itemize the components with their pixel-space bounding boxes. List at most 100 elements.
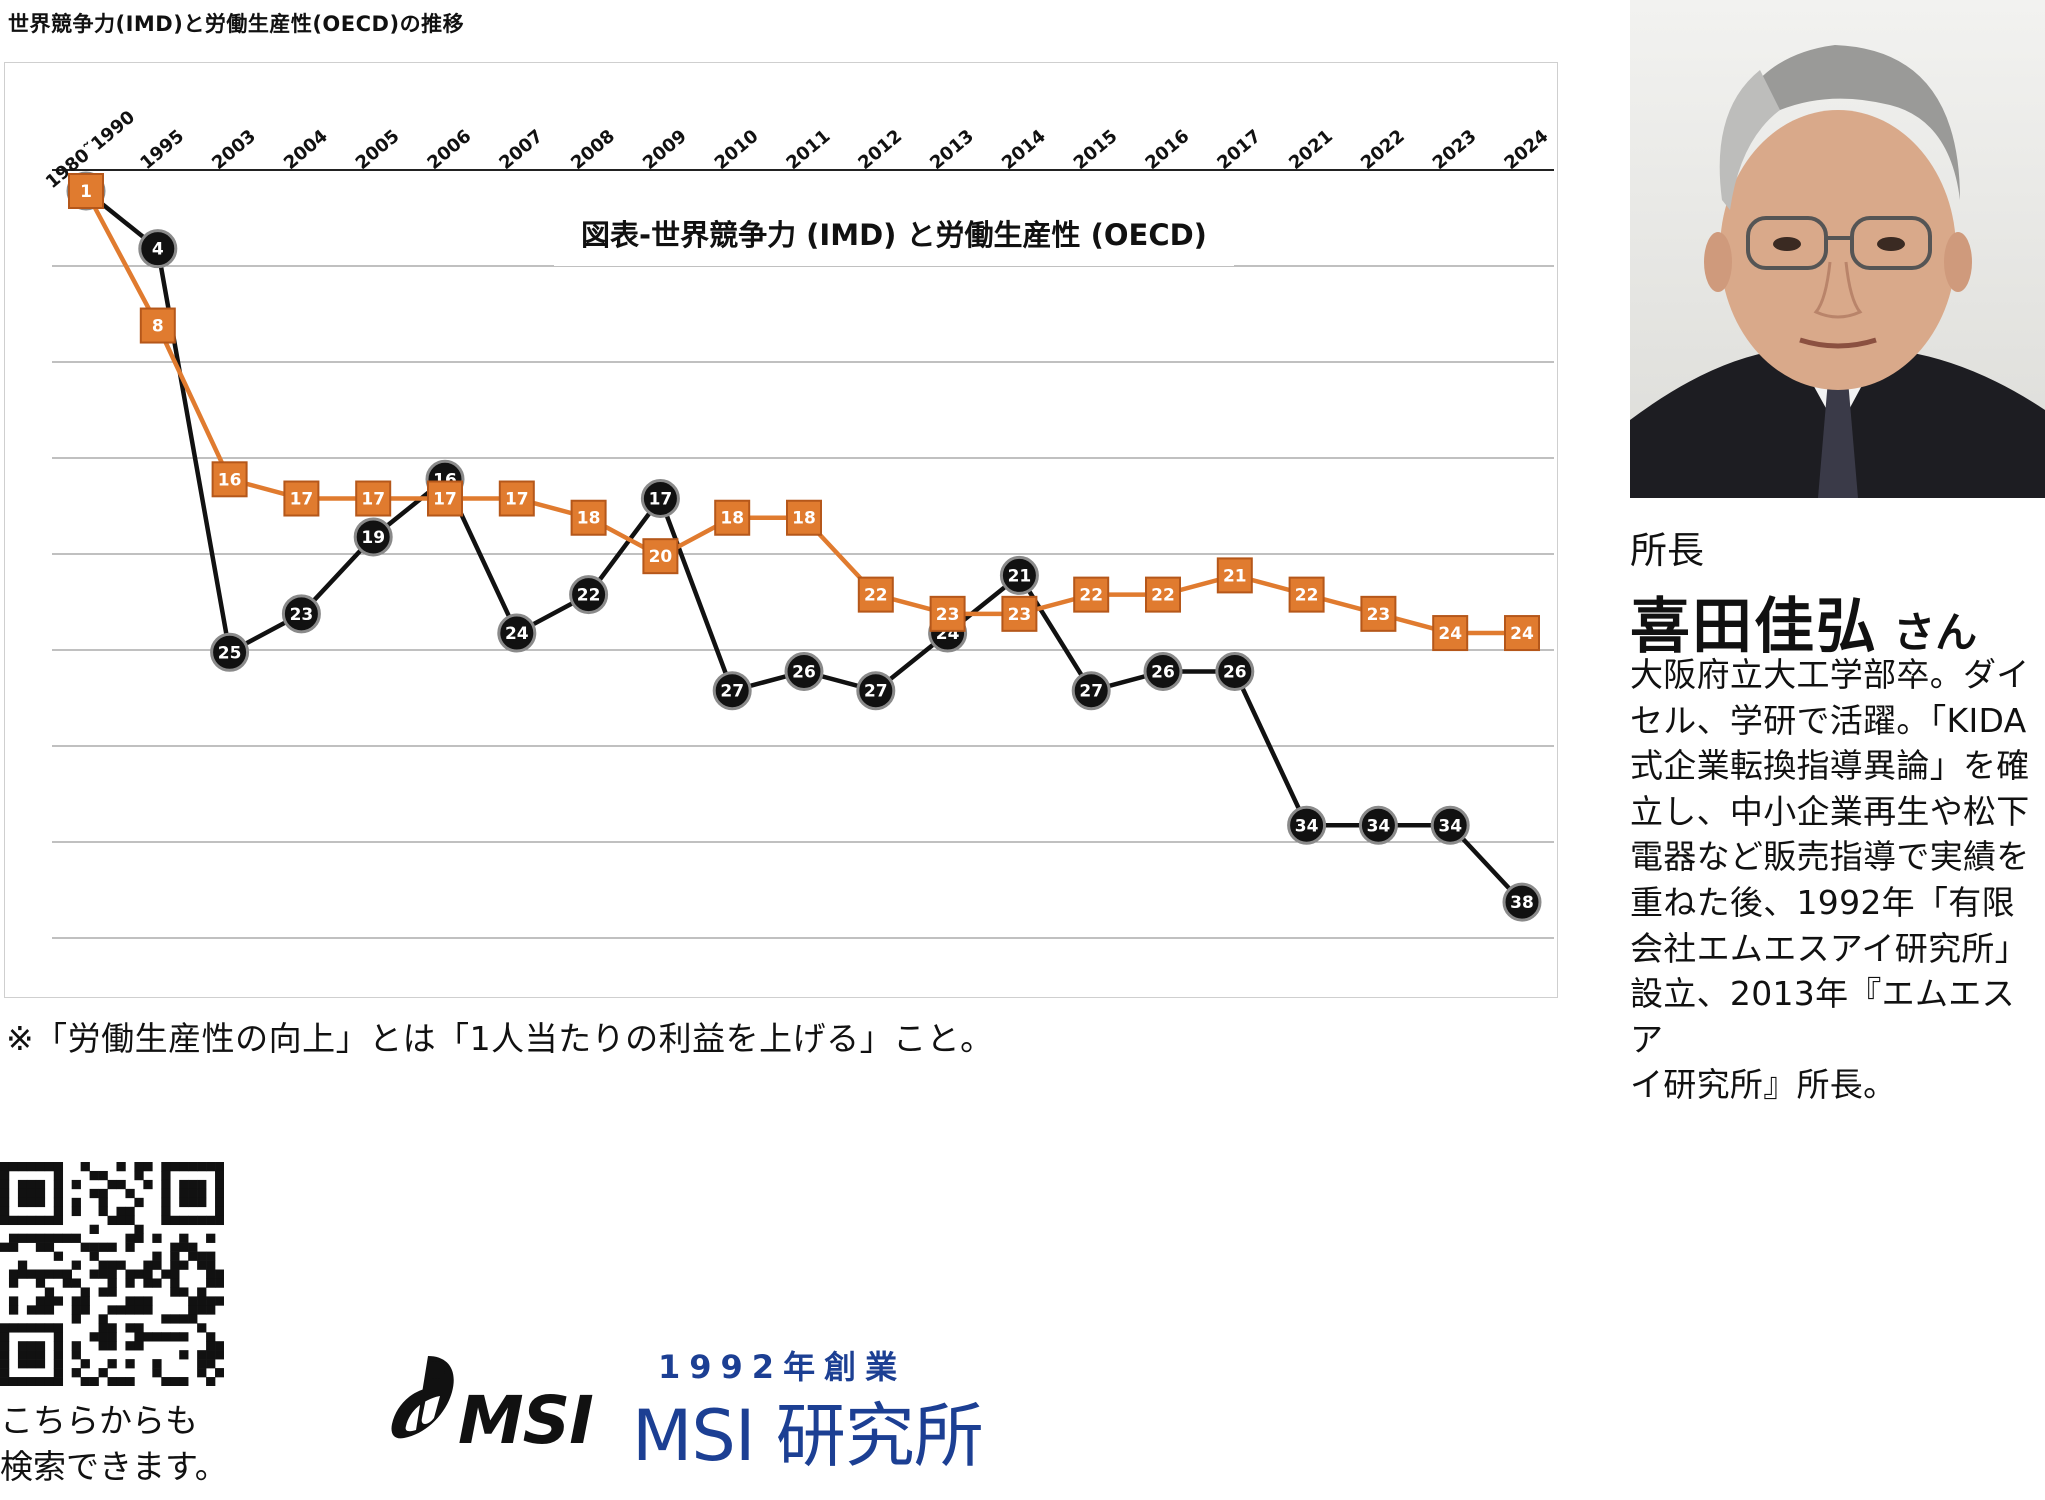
qr-module (179, 1162, 189, 1172)
qr-module (17, 1341, 28, 1351)
qr-module (134, 1197, 144, 1208)
qr-module (116, 1162, 126, 1172)
qr-module (107, 1323, 117, 1333)
data-point (1215, 652, 1255, 691)
qr-module (125, 1278, 135, 1288)
qr-module (17, 1323, 28, 1333)
qr-module (206, 1377, 216, 1386)
qr-module (188, 1305, 198, 1315)
x-tick-label: 2015 (1070, 126, 1122, 174)
data-label: 22 (1079, 586, 1103, 606)
qr-module (161, 1197, 171, 1208)
qr-module (197, 1188, 207, 1199)
data-label: 22 (864, 586, 888, 606)
qr-module (161, 1332, 171, 1342)
data-point (498, 480, 535, 517)
qr-module (116, 1215, 126, 1226)
qr-module (107, 1179, 117, 1190)
qr-module (170, 1260, 180, 1270)
qr-module (179, 1377, 189, 1386)
qr-module (17, 1359, 28, 1369)
bio-line: 会社エムエスアイ研究所」 (1630, 928, 2028, 968)
qr-module (26, 1305, 37, 1315)
qr-module (71, 1350, 81, 1360)
qr-module (161, 1170, 171, 1181)
qr-module (107, 1215, 117, 1226)
qr-module (215, 1197, 224, 1208)
qr-module (17, 1377, 28, 1386)
qr-module (80, 1242, 90, 1252)
qr-module (71, 1260, 81, 1270)
qr-module (53, 1206, 64, 1217)
qr-module (188, 1314, 198, 1324)
data-point (714, 499, 751, 536)
qr-caption-line: こちらからも (0, 1401, 198, 1440)
data-label: 21 (1008, 566, 1032, 586)
qr-module (0, 1215, 10, 1226)
qr-module (197, 1179, 207, 1190)
qr-module (98, 1314, 108, 1324)
bio-line: 設立、2013年『エムエスア (1630, 974, 2015, 1059)
qr-module (161, 1269, 171, 1279)
x-tick-label: 2005 (352, 126, 404, 174)
qr-module (107, 1278, 117, 1288)
qr-module (26, 1233, 37, 1243)
qr-module (134, 1233, 144, 1243)
profile-bio: 大阪府立大工学部卒。ダイ セル、学研で活躍。「KIDA 式企業転換指導異論」を確… (1630, 652, 2045, 1108)
data-label: 38 (1510, 893, 1534, 913)
bio-line: 大阪府立大工学部卒。ダイ (1630, 655, 2030, 694)
qr-module (53, 1251, 64, 1261)
qr-module (71, 1341, 81, 1351)
data-label: 24 (1510, 624, 1534, 644)
qr-module (71, 1296, 81, 1306)
qr-module (62, 1278, 72, 1288)
qr-module (53, 1341, 64, 1351)
qr-module (71, 1278, 81, 1288)
qr-module (98, 1206, 108, 1217)
qr-module (143, 1260, 153, 1270)
data-label: 16 (218, 470, 242, 490)
qr-module (125, 1359, 135, 1369)
qr-module (143, 1162, 153, 1172)
data-point (353, 517, 393, 557)
qr-module (35, 1233, 46, 1243)
qr-module (170, 1269, 180, 1279)
qr-module (0, 1350, 10, 1360)
qr-module (26, 1323, 37, 1333)
x-tick-label: 2014 (998, 126, 1050, 174)
qr-module (98, 1341, 108, 1351)
qr-module (35, 1296, 46, 1306)
qr-module (161, 1215, 171, 1226)
qr-module (206, 1260, 216, 1270)
data-label: 17 (505, 490, 529, 510)
qr-code[interactable] (0, 1162, 224, 1386)
x-tick-label: 2011 (783, 126, 835, 174)
qr-module (215, 1206, 224, 1217)
qr-module (17, 1350, 28, 1360)
qr-module (80, 1296, 90, 1306)
data-label: 26 (1223, 663, 1247, 683)
qr-module (35, 1215, 46, 1226)
qr-module (98, 1188, 108, 1199)
qr-module (8, 1377, 19, 1386)
data-label: 34 (1295, 816, 1319, 836)
data-point (1216, 557, 1253, 594)
qr-module (71, 1314, 81, 1324)
data-point (1071, 671, 1111, 711)
data-label: 34 (1438, 816, 1462, 836)
qr-module (170, 1314, 180, 1324)
qr-module (107, 1359, 117, 1369)
qr-module (71, 1368, 81, 1378)
x-tick-label: 2016 (1142, 126, 1194, 174)
qr-module (98, 1323, 108, 1333)
qr-module (44, 1287, 55, 1297)
qr-module (206, 1215, 216, 1226)
qr-module (134, 1305, 144, 1315)
qr-module (215, 1188, 224, 1199)
data-point (139, 307, 176, 344)
data-label: 23 (290, 605, 314, 625)
bio-line: 電器など販売指導で実績を (1630, 837, 2030, 877)
data-label: 21 (1223, 566, 1247, 586)
qr-module (26, 1188, 37, 1199)
qr-module (44, 1305, 55, 1315)
